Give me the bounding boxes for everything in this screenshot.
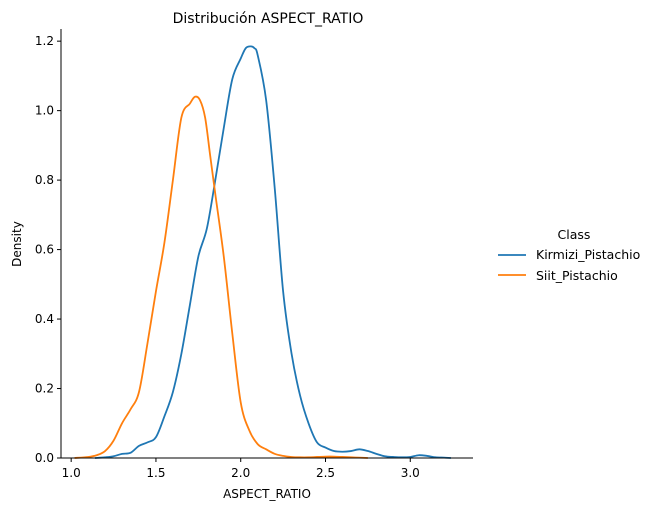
y-tick-label: 1.0 xyxy=(35,104,54,118)
series-line-siit-pistachio xyxy=(74,95,368,459)
legend-label-kirmizi: Kirmizi_Pistachio xyxy=(536,247,640,262)
y-tick-label: 0.4 xyxy=(35,312,54,326)
series-line-kirmizi-pistachio xyxy=(94,45,452,459)
y-tick-label: 0.0 xyxy=(35,451,54,465)
y-axis-ticks: 0.0 0.2 0.4 0.6 0.8 1.0 1.2 xyxy=(35,34,61,465)
legend-title: Class xyxy=(558,227,591,242)
x-axis-label: ASPECT_RATIO xyxy=(223,487,311,501)
y-tick-label: 0.2 xyxy=(35,382,54,396)
x-tick-label: 2.5 xyxy=(316,466,335,480)
legend: Class Kirmizi_Pistachio Siit_Pistachio xyxy=(498,227,640,283)
x-tick-label: 1.5 xyxy=(146,466,165,480)
y-axis-label: Density xyxy=(10,221,24,267)
x-tick-label: 1.0 xyxy=(62,466,81,480)
y-tick-label: 0.8 xyxy=(35,173,54,187)
x-tick-label: 3.0 xyxy=(401,466,420,480)
legend-label-siit: Siit_Pistachio xyxy=(536,268,618,283)
y-tick-label: 1.2 xyxy=(35,34,54,48)
y-tick-label: 0.6 xyxy=(35,243,54,257)
series-lines xyxy=(74,45,452,459)
chart-title: Distribución ASPECT_RATIO xyxy=(173,11,364,27)
x-axis-ticks: 1.0 1.5 2.0 2.5 3.0 xyxy=(62,458,420,480)
x-tick-label: 2.0 xyxy=(231,466,250,480)
